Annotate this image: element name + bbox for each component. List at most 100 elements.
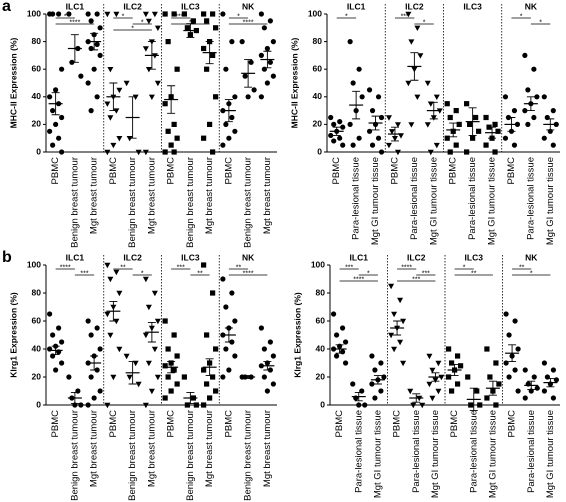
data-point — [369, 353, 375, 359]
data-point — [226, 135, 232, 141]
error-bar — [167, 85, 176, 114]
data-point — [220, 11, 226, 17]
error-bar — [469, 387, 478, 412]
data-point — [378, 388, 384, 394]
y-tick-label: 60 — [32, 63, 42, 73]
data-point — [204, 66, 210, 72]
data-point — [381, 374, 387, 380]
data-point — [457, 363, 464, 369]
data-point — [56, 135, 62, 141]
data-point — [531, 114, 537, 121]
group-label: ILC3 — [463, 1, 482, 11]
y-tick-label: 40 — [316, 343, 326, 353]
error-bar — [128, 361, 137, 385]
data-point — [204, 332, 210, 338]
data-point — [53, 87, 59, 93]
data-point — [473, 114, 479, 121]
data-point — [162, 395, 168, 401]
data-point — [372, 395, 378, 401]
group-label: ILC1 — [66, 252, 85, 262]
group-label: ILC1 — [350, 252, 369, 262]
data-point — [91, 395, 97, 401]
data-point — [50, 332, 56, 338]
data-point — [66, 374, 72, 380]
significance-label: *** — [401, 13, 409, 20]
significance-label: **** — [243, 19, 254, 26]
data-point — [444, 135, 450, 141]
data-point — [116, 136, 123, 142]
data-point — [201, 45, 207, 52]
significance-label: * — [520, 13, 523, 20]
data-point — [132, 94, 139, 100]
data-point — [366, 128, 373, 134]
data-point — [369, 381, 375, 387]
data-point — [142, 402, 149, 409]
data-point — [465, 374, 471, 380]
data-point — [223, 304, 229, 310]
x-tick-label: PBMC — [223, 410, 234, 438]
data-point — [453, 108, 459, 114]
error-bar — [332, 126, 341, 136]
data-point — [493, 402, 499, 408]
data-point — [447, 149, 453, 155]
significance-label: * — [539, 19, 542, 26]
error-bar — [373, 375, 382, 385]
data-point — [59, 66, 65, 72]
significance-label: ** — [471, 270, 477, 277]
y-tick-label: 0 — [36, 146, 41, 156]
significance-label: * — [122, 13, 125, 20]
error-bar — [128, 96, 137, 139]
x-tick-label: Benign breast tumour — [185, 157, 196, 248]
x-tick-label: Benign breast tumour — [69, 410, 80, 501]
data-point — [168, 142, 174, 148]
data-point — [375, 135, 382, 141]
data-point — [110, 374, 117, 381]
error-bar — [51, 345, 60, 356]
group-label: NK — [525, 1, 538, 11]
data-point — [270, 353, 276, 359]
data-point — [210, 52, 216, 58]
data-point — [162, 149, 168, 155]
group-label: NK — [242, 1, 255, 11]
x-tick-label: Mgt GI tumour tissue — [372, 410, 383, 498]
group-label: ILC2 — [123, 252, 142, 262]
data-point — [400, 318, 407, 325]
data-point — [426, 381, 433, 388]
error-bar — [546, 118, 555, 131]
data-point — [456, 121, 462, 127]
significance-label: ** — [120, 264, 126, 271]
x-tick-label: Benign breast tumour — [69, 157, 80, 248]
x-tick-label: Benign breast tumour — [243, 410, 254, 501]
data-point — [145, 360, 152, 367]
x-tick-label: PBMC — [331, 157, 342, 185]
x-tick-label: Mgt breast tumour — [262, 157, 273, 234]
data-point — [85, 80, 91, 86]
data-point — [378, 149, 385, 155]
data-point — [477, 402, 483, 408]
error-bar — [410, 52, 419, 81]
data-point — [193, 402, 199, 408]
data-point — [468, 402, 474, 408]
data-point — [174, 66, 180, 72]
data-point — [104, 402, 111, 409]
data-point — [148, 388, 155, 395]
error-bar — [546, 377, 555, 388]
data-point — [391, 311, 398, 318]
error-bar — [147, 41, 156, 70]
data-point — [267, 18, 273, 24]
data-point — [550, 367, 557, 373]
data-point — [388, 332, 395, 339]
data-point — [483, 114, 489, 121]
data-point — [201, 367, 207, 373]
error-bar — [508, 344, 517, 363]
data-point — [145, 67, 152, 73]
data-point — [270, 73, 276, 79]
data-point — [337, 119, 343, 125]
data-point — [229, 290, 235, 296]
data-point — [223, 346, 229, 352]
data-point — [56, 325, 62, 331]
data-point — [113, 108, 120, 114]
data-point — [362, 402, 368, 408]
error-bar — [147, 321, 156, 343]
data-point — [447, 114, 453, 121]
